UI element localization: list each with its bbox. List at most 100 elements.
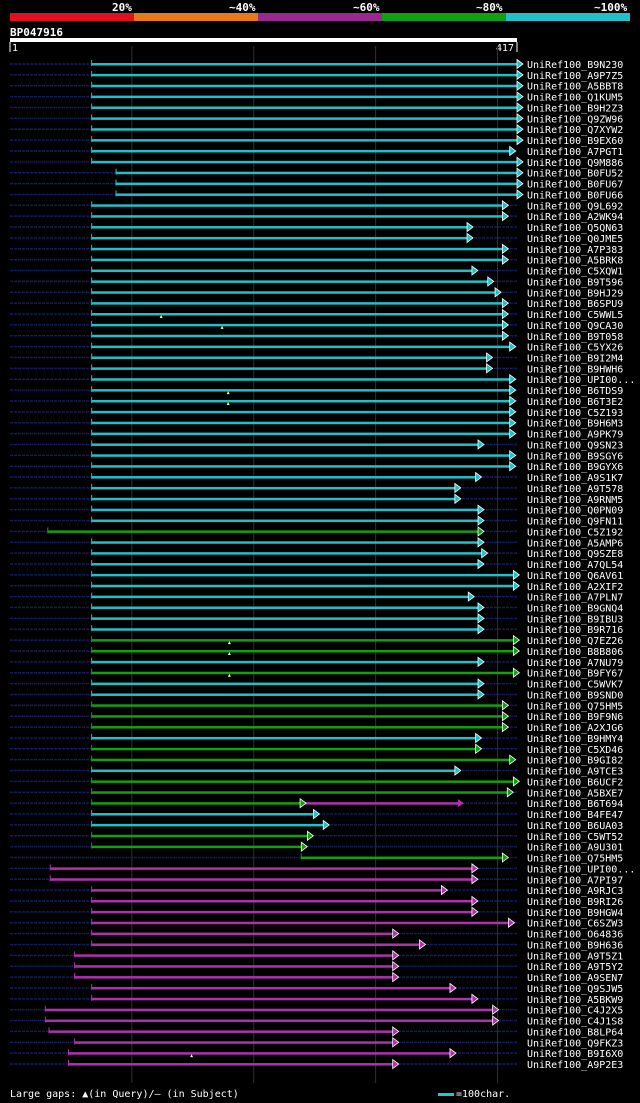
hit-bar (91, 889, 442, 892)
hit-label: UniRef100_B9EX60 (527, 136, 623, 147)
hit-label: UniRef100_A9U301 (527, 843, 623, 854)
hit-bar (91, 758, 510, 762)
hit-bar (91, 845, 302, 849)
hit-bar (91, 486, 455, 490)
hit-label: UniRef100_C4J2X5 (527, 1006, 623, 1017)
hit-label: UniRef100_B9HWH6 (527, 364, 623, 375)
hit-end-arrow (492, 1015, 500, 1026)
hit-label: UniRef100_O64836 (527, 930, 623, 941)
hit-end-arrow (512, 645, 521, 657)
hit-label: UniRef100_B9FY67 (527, 669, 623, 680)
hit-bar (91, 84, 517, 88)
identity-legend: 20% ~40% ~60% ~80% ~100% (0, 0, 640, 24)
hit-label: UniRef100_A9P2E3 (527, 1060, 623, 1071)
hit-end-arrow (506, 786, 514, 798)
query-start: 1 (12, 43, 19, 54)
hit-end-arrow (512, 569, 521, 581)
hit-label: UniRef100_B9H636 (527, 940, 623, 951)
hit-label: UniRef100_UPI00... (527, 375, 635, 386)
hit-end-arrow (509, 754, 517, 765)
hit-bar (91, 95, 517, 99)
hit-bar (91, 986, 450, 990)
hit-end-arrow (471, 873, 479, 885)
hit-bar (116, 171, 517, 175)
hit-end-arrow (516, 189, 524, 200)
hit-end-arrow (501, 297, 510, 309)
hit-bar (49, 1030, 393, 1033)
hit-bar (91, 813, 314, 816)
hit-end-arrow (516, 69, 524, 81)
hit-label: UniRef100_A2XIF2 (527, 582, 623, 593)
hit-bar (74, 1041, 393, 1044)
hit-bar (91, 747, 476, 751)
hit-end-arrow (477, 689, 485, 700)
scale-legend: =100char. (438, 1089, 510, 1100)
hit-bar (74, 976, 393, 979)
hit-bar (45, 1008, 493, 1012)
legend-swatch-60 (258, 13, 382, 21)
hit-extra-arrow (457, 799, 464, 808)
hit-end-arrow (477, 656, 485, 668)
hit-end-arrow (477, 613, 485, 624)
hit-end-arrow (392, 971, 400, 983)
hit-bar (91, 160, 517, 164)
hit-end-arrow (471, 906, 479, 918)
hit-bar (91, 932, 393, 936)
hit-end-arrow (471, 265, 479, 276)
hit-bar (91, 606, 478, 609)
hit-label: UniRef100_B6SPU9 (527, 299, 623, 310)
query-gap-marker (227, 641, 231, 645)
hit-label: UniRef100_B4FE47 (527, 810, 623, 821)
hit-label: UniRef100_Q9SJW5 (527, 984, 623, 995)
hit-label: UniRef100_A9RJC3 (527, 886, 623, 897)
hit-label: UniRef100_B9SND0 (527, 690, 623, 701)
hit-bar (91, 584, 514, 588)
hit-label: UniRef100_A9S1K7 (527, 473, 623, 484)
hit-end-arrow (509, 341, 517, 352)
query-id: BP047916 (10, 26, 63, 39)
hit-bar (91, 682, 478, 686)
hit-label: UniRef100_A7P383 (527, 245, 623, 256)
hit-bar (91, 291, 496, 294)
hit-bar (91, 823, 324, 827)
hit-label: UniRef100_C5WT52 (527, 832, 623, 843)
hit-label: UniRef100_Q7EZ26 (527, 636, 623, 647)
hit-end-arrow (509, 384, 517, 396)
hit-label: UniRef100_A5BKW9 (527, 995, 623, 1006)
query-gap-marker (220, 325, 224, 329)
hit-label: UniRef100_B9HGW4 (527, 908, 623, 919)
hit-bar (91, 139, 517, 142)
hit-bar (91, 410, 510, 414)
hit-end-arrow (516, 156, 524, 168)
hit-bar (45, 1019, 493, 1023)
hit-bar (91, 215, 503, 218)
hit-label: UniRef100_B9F9N6 (527, 712, 623, 723)
hit-end-arrow (419, 939, 427, 950)
legend-swatch-100 (506, 13, 630, 21)
hit-bar (91, 552, 482, 555)
hit-end-arrow (516, 58, 524, 70)
hit-end-arrow (516, 80, 524, 92)
hit-bar (91, 149, 510, 153)
hit-bar (91, 334, 503, 338)
hit-bar (91, 313, 503, 316)
hit-label: UniRef100_B9H6M3 (527, 419, 623, 430)
query-gap-marker (227, 673, 231, 677)
hit-bar (91, 465, 510, 468)
hit-label: UniRef100_Q6AV61 (527, 571, 623, 582)
hit-bar (91, 671, 514, 675)
hit-end-arrow (306, 830, 315, 842)
hit-label: UniRef100_B9GNQ4 (527, 604, 623, 615)
hit-label: UniRef100_A7QL54 (527, 560, 623, 571)
hit-label: UniRef100_B6UA03 (527, 821, 623, 832)
query-gap-marker (226, 401, 230, 405)
hit-end-arrow (509, 373, 517, 385)
hit-label: UniRef100_B6TDS9 (527, 386, 623, 397)
hit-bar (91, 117, 517, 120)
hit-end-arrow (516, 134, 524, 146)
hit-bar (91, 639, 514, 642)
hit-label: UniRef100_A2XJG6 (527, 723, 623, 734)
hit-end-arrow (492, 1004, 500, 1015)
hit-label: UniRef100_B9H2Z3 (527, 103, 623, 114)
hit-bar (91, 421, 510, 425)
